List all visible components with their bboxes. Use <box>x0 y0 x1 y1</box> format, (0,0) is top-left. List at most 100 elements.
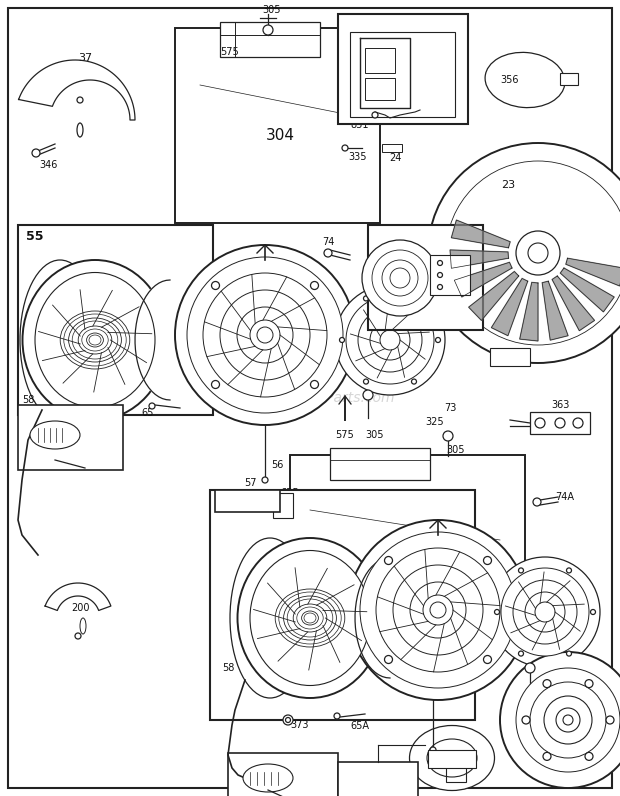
Polygon shape <box>469 271 519 321</box>
Text: 56: 56 <box>450 733 462 743</box>
Bar <box>490 348 530 366</box>
Text: 333: 333 <box>343 19 366 29</box>
Circle shape <box>363 296 368 301</box>
Text: 325: 325 <box>426 417 445 427</box>
Polygon shape <box>451 220 510 248</box>
Text: eReplacementParts.com: eReplacementParts.com <box>225 391 395 405</box>
Polygon shape <box>135 280 170 400</box>
Circle shape <box>430 747 436 753</box>
Circle shape <box>285 717 291 723</box>
Ellipse shape <box>22 260 167 420</box>
Circle shape <box>187 257 343 413</box>
Circle shape <box>438 284 443 290</box>
Ellipse shape <box>237 538 383 698</box>
Text: 73: 73 <box>597 669 609 679</box>
Circle shape <box>535 418 545 428</box>
Circle shape <box>348 520 528 700</box>
Text: 59: 59 <box>311 795 325 796</box>
Ellipse shape <box>275 589 345 647</box>
Circle shape <box>606 716 614 724</box>
Circle shape <box>32 149 40 157</box>
Text: 305: 305 <box>366 430 384 440</box>
Circle shape <box>544 696 592 744</box>
Circle shape <box>363 390 373 400</box>
Circle shape <box>423 595 453 625</box>
Circle shape <box>435 338 440 342</box>
Bar <box>530 412 590 434</box>
Circle shape <box>525 592 565 632</box>
Text: 70: 70 <box>414 320 426 330</box>
Circle shape <box>500 652 620 788</box>
Text: 23: 23 <box>501 180 515 190</box>
Text: 335: 335 <box>348 152 367 162</box>
Bar <box>228 753 338 796</box>
Bar <box>273 493 293 518</box>
Circle shape <box>573 418 583 428</box>
Text: 60: 60 <box>311 757 325 767</box>
Text: 55A: 55A <box>215 495 242 509</box>
Ellipse shape <box>301 611 319 625</box>
Ellipse shape <box>69 318 122 362</box>
Bar <box>560 73 578 85</box>
Circle shape <box>535 602 555 622</box>
Text: 59: 59 <box>81 450 95 460</box>
Bar <box>350 32 455 117</box>
Ellipse shape <box>60 311 130 369</box>
Text: 330: 330 <box>443 775 461 785</box>
Circle shape <box>585 752 593 760</box>
Text: 305: 305 <box>529 679 547 689</box>
Circle shape <box>501 568 589 656</box>
Bar <box>18 225 213 415</box>
Circle shape <box>567 651 572 656</box>
Circle shape <box>283 715 293 725</box>
Ellipse shape <box>243 764 293 792</box>
Text: 655: 655 <box>467 760 485 770</box>
Circle shape <box>518 568 523 573</box>
Ellipse shape <box>87 333 104 347</box>
Circle shape <box>393 565 483 655</box>
Ellipse shape <box>64 314 126 366</box>
Circle shape <box>495 610 500 615</box>
Circle shape <box>340 338 345 342</box>
Text: 575: 575 <box>335 430 355 440</box>
Circle shape <box>516 668 620 772</box>
Text: 373: 373 <box>291 720 309 730</box>
Circle shape <box>484 556 492 564</box>
Polygon shape <box>542 281 568 340</box>
Circle shape <box>412 379 417 384</box>
Circle shape <box>443 431 453 441</box>
Circle shape <box>346 296 434 384</box>
Text: 325A: 325A <box>525 751 551 761</box>
Circle shape <box>360 532 516 688</box>
Text: 304: 304 <box>265 127 294 142</box>
Circle shape <box>311 282 319 290</box>
Circle shape <box>384 556 392 564</box>
Text: 74: 74 <box>322 237 334 247</box>
Text: 65: 65 <box>142 408 154 418</box>
Ellipse shape <box>89 335 101 345</box>
Circle shape <box>410 582 466 638</box>
Text: 608A: 608A <box>364 774 392 784</box>
Circle shape <box>430 602 446 618</box>
Circle shape <box>358 308 422 372</box>
Circle shape <box>530 682 606 758</box>
Text: 60: 60 <box>81 413 95 423</box>
Polygon shape <box>45 583 111 611</box>
Bar <box>428 750 476 768</box>
Bar <box>446 758 466 782</box>
Circle shape <box>438 272 443 278</box>
Circle shape <box>438 260 443 266</box>
Text: 66: 66 <box>374 231 390 241</box>
Circle shape <box>324 249 332 257</box>
Text: 75: 75 <box>498 353 511 363</box>
Circle shape <box>516 231 560 275</box>
Ellipse shape <box>82 329 108 351</box>
Text: 608: 608 <box>237 496 257 506</box>
Polygon shape <box>520 283 538 341</box>
Circle shape <box>585 680 593 688</box>
Bar <box>430 255 470 295</box>
Ellipse shape <box>20 260 100 420</box>
Text: 76: 76 <box>374 320 386 330</box>
Ellipse shape <box>283 596 337 640</box>
Circle shape <box>77 97 83 103</box>
